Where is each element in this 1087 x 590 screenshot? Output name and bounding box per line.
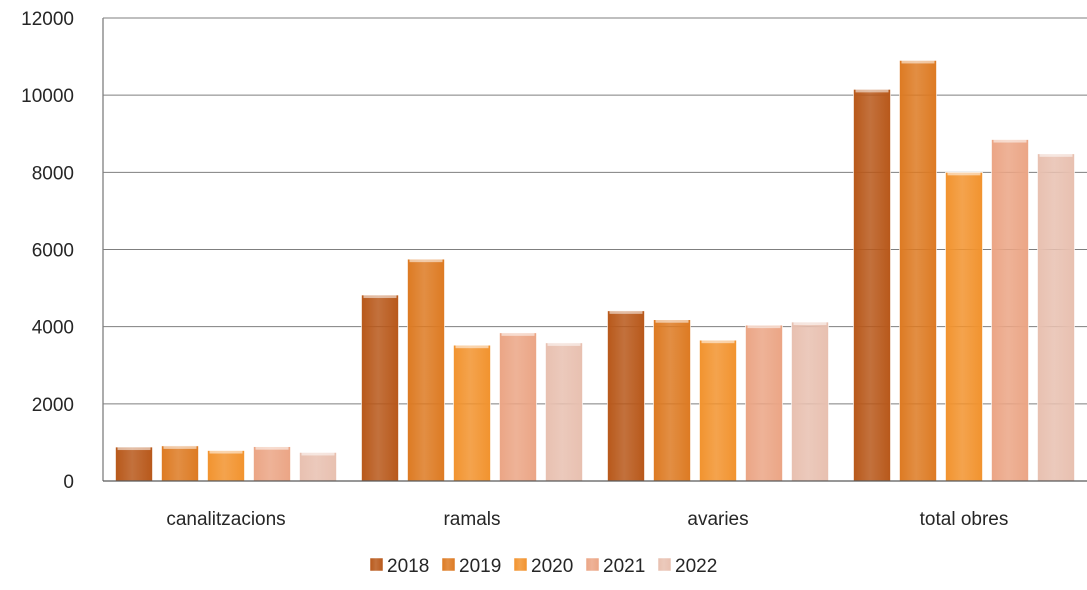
bar-2019-0 — [161, 445, 199, 482]
y-tick-label: 4000 — [32, 318, 74, 339]
bar-2021-2 — [745, 324, 783, 482]
y-tick-label: 6000 — [32, 241, 74, 262]
legend-swatch-2018 — [369, 557, 384, 572]
x-tick-label: total obres — [920, 509, 1009, 530]
bar-highlight — [947, 172, 981, 176]
bar-highlight — [117, 447, 151, 451]
bar-2020-3 — [945, 172, 983, 482]
bar-2018-1 — [361, 294, 399, 482]
bar-highlight — [701, 340, 735, 344]
bar-2021-0 — [253, 446, 291, 482]
bar-highlight — [993, 139, 1027, 143]
bar-highlight — [409, 259, 443, 263]
bar-highlight — [855, 89, 889, 93]
bar-2022-3 — [1037, 153, 1075, 482]
bar-2020-0 — [207, 450, 245, 482]
bar-highlight — [163, 445, 197, 449]
legend-label-2018: 2018 — [387, 556, 429, 577]
bar-2019-2 — [653, 319, 691, 482]
legend-swatch-2022 — [657, 557, 672, 572]
bar-2022-1 — [545, 342, 583, 482]
bar-2022-2 — [791, 321, 829, 482]
bar-2022-0 — [299, 452, 337, 482]
x-tick-label: ramals — [443, 509, 500, 530]
y-tick-label: 12000 — [21, 9, 74, 30]
y-tick-label: 0 — [63, 472, 74, 493]
bar-highlight — [655, 319, 689, 323]
bar-highlight — [609, 310, 643, 314]
bar-highlight — [1039, 153, 1073, 157]
bar-highlight — [301, 452, 335, 456]
gridlines — [102, 17, 1087, 482]
axes: 0 2000 4000 6000 8000 10000 12000 canalitzacion… — [21, 9, 1087, 530]
legend-swatch-2019 — [441, 557, 456, 572]
legend-label-2020: 2020 — [531, 556, 573, 577]
bars — [115, 60, 1075, 482]
y-tick-label: 8000 — [32, 163, 74, 184]
bar-2021-3 — [991, 139, 1029, 482]
bar-2019-3 — [899, 60, 937, 482]
legend-swatch-2020 — [513, 557, 528, 572]
legend-label-2022: 2022 — [675, 556, 717, 577]
legend-label-2021: 2021 — [603, 556, 645, 577]
bar-2020-2 — [699, 339, 737, 482]
bar-highlight — [255, 446, 289, 450]
legend: 2018 2019 2020 2021 2022 — [369, 556, 717, 577]
bar-highlight — [547, 342, 581, 346]
x-tick-label: canalitzacions — [166, 509, 285, 530]
bar-highlight — [455, 345, 489, 349]
bar-2018-2 — [607, 310, 645, 482]
bar-highlight — [901, 60, 935, 64]
bar-highlight — [363, 295, 397, 299]
bar-2019-1 — [407, 258, 445, 482]
legend-label-2019: 2019 — [459, 556, 501, 577]
bar-2021-1 — [499, 332, 537, 482]
bar-highlight — [793, 322, 827, 326]
x-tick-label: avaries — [687, 509, 748, 530]
bar-highlight — [209, 450, 243, 454]
bar-2018-0 — [115, 446, 153, 482]
bar-highlight — [501, 332, 535, 336]
y-tick-label: 10000 — [21, 86, 74, 107]
y-tick-label: 2000 — [32, 395, 74, 416]
bar-2020-1 — [453, 344, 491, 482]
bar-2018-3 — [853, 89, 891, 482]
bar-highlight — [747, 325, 781, 329]
legend-swatch-2021 — [585, 557, 600, 572]
